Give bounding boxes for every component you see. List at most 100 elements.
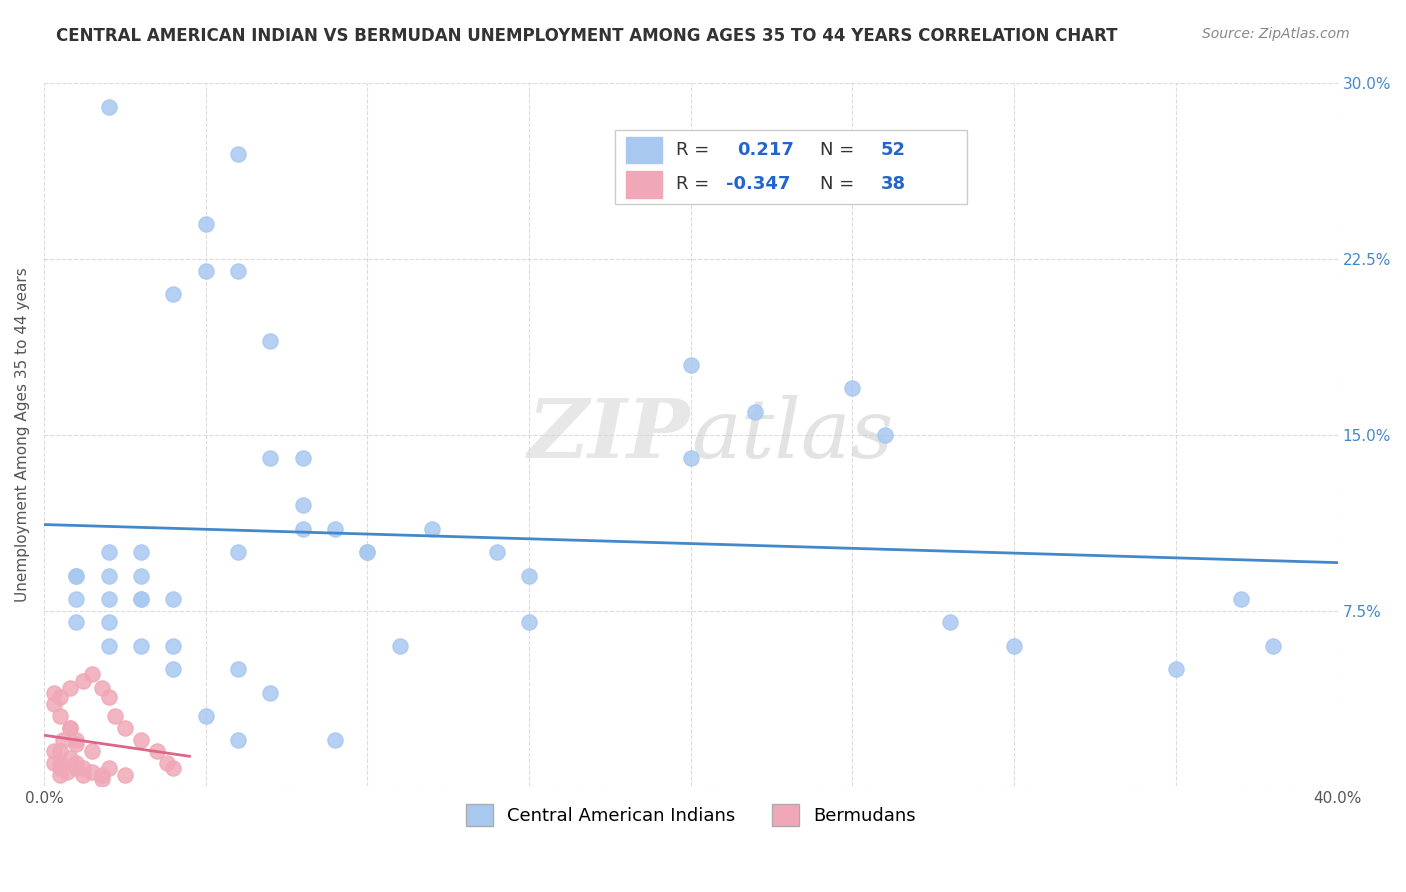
Point	[679, 451, 702, 466]
Text: atlas: atlas	[690, 395, 893, 475]
Point	[162, 761, 184, 775]
Point	[91, 768, 114, 782]
Point	[59, 681, 82, 695]
Point	[72, 673, 94, 688]
Point	[146, 744, 169, 758]
Point	[323, 522, 346, 536]
Point	[72, 761, 94, 775]
Point	[49, 761, 72, 775]
Point	[485, 545, 508, 559]
Point	[65, 732, 87, 747]
Point	[114, 721, 136, 735]
Point	[1229, 592, 1251, 607]
Point	[162, 639, 184, 653]
Point	[1002, 639, 1025, 653]
Bar	[626, 137, 662, 163]
Text: R =: R =	[676, 175, 710, 193]
Point	[744, 404, 766, 418]
Point	[65, 568, 87, 582]
Point	[226, 264, 249, 278]
Point	[356, 545, 378, 559]
Bar	[626, 171, 662, 198]
Point	[156, 756, 179, 770]
Point	[49, 756, 72, 770]
Point	[129, 639, 152, 653]
Point	[873, 428, 896, 442]
Point	[162, 592, 184, 607]
FancyBboxPatch shape	[616, 130, 966, 204]
Point	[162, 662, 184, 676]
Legend: Central American Indians, Bermudans: Central American Indians, Bermudans	[458, 797, 922, 834]
Point	[97, 592, 120, 607]
Point	[291, 451, 314, 466]
Point	[42, 698, 65, 712]
Point	[97, 568, 120, 582]
Point	[259, 451, 281, 466]
Point	[97, 639, 120, 653]
Point	[194, 264, 217, 278]
Point	[49, 690, 72, 705]
Point	[291, 498, 314, 512]
Text: N =: N =	[820, 141, 853, 159]
Point	[42, 744, 65, 758]
Point	[938, 615, 960, 630]
Point	[82, 744, 104, 758]
Point	[104, 709, 127, 723]
Point	[42, 686, 65, 700]
Point	[323, 732, 346, 747]
Point	[65, 737, 87, 751]
Text: ZIP: ZIP	[529, 395, 690, 475]
Point	[1261, 639, 1284, 653]
Point	[226, 732, 249, 747]
Text: R =: R =	[676, 141, 710, 159]
Point	[72, 768, 94, 782]
Point	[517, 615, 540, 630]
Point	[291, 522, 314, 536]
Point	[49, 709, 72, 723]
Y-axis label: Unemployment Among Ages 35 to 44 years: Unemployment Among Ages 35 to 44 years	[15, 268, 30, 602]
Point	[97, 761, 120, 775]
Point	[49, 744, 72, 758]
Point	[259, 334, 281, 349]
Text: 38: 38	[880, 175, 905, 193]
Point	[97, 615, 120, 630]
Point	[129, 545, 152, 559]
Point	[91, 772, 114, 787]
Point	[82, 765, 104, 780]
Point	[52, 732, 75, 747]
Point	[59, 721, 82, 735]
Point	[65, 592, 87, 607]
Point	[129, 568, 152, 582]
Point	[82, 667, 104, 681]
Point	[194, 217, 217, 231]
Point	[42, 756, 65, 770]
Point	[49, 768, 72, 782]
Point	[679, 358, 702, 372]
Point	[129, 592, 152, 607]
Point	[129, 732, 152, 747]
Point	[420, 522, 443, 536]
Point	[1164, 662, 1187, 676]
Point	[97, 100, 120, 114]
Point	[97, 545, 120, 559]
Point	[226, 545, 249, 559]
Point	[162, 287, 184, 301]
Point	[194, 709, 217, 723]
Point	[65, 615, 87, 630]
Point	[259, 686, 281, 700]
Point	[59, 721, 82, 735]
Point	[356, 545, 378, 559]
Point	[226, 662, 249, 676]
Point	[65, 568, 87, 582]
Text: N =: N =	[820, 175, 853, 193]
Point	[517, 568, 540, 582]
Point	[388, 639, 411, 653]
Point	[129, 592, 152, 607]
Text: 52: 52	[880, 141, 905, 159]
Text: -0.347: -0.347	[727, 175, 790, 193]
Point	[91, 681, 114, 695]
Point	[114, 768, 136, 782]
Point	[59, 751, 82, 765]
Point	[226, 146, 249, 161]
Point	[97, 690, 120, 705]
